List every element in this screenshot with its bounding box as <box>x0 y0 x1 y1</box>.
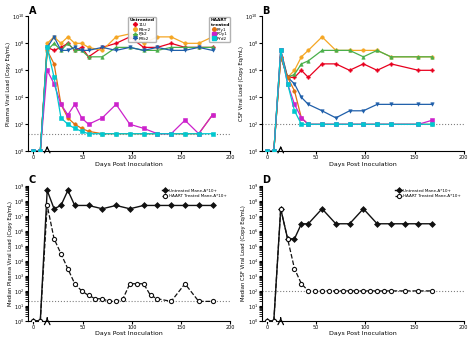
Untreated Mane-A*10+ <box>127 207 133 211</box>
Line: HAART Treated Mane-A*10+: HAART Treated Mane-A*10+ <box>31 203 215 323</box>
Untreated Mane-A*10+ <box>429 222 435 226</box>
HAART Treated Mane-A*10+ <box>79 289 84 293</box>
HAART Treated Mane-A*10+ <box>148 293 154 298</box>
HAART Treated Mane-A*10+ <box>155 297 160 301</box>
Untreated Mane-A*10+ <box>264 319 270 323</box>
HAART Treated Mane-A*10+ <box>299 282 304 286</box>
X-axis label: Days Post Inoculation: Days Post Inoculation <box>95 162 163 167</box>
Untreated Mane-A*10+ <box>182 203 188 208</box>
HAART Treated Mane-A*10+ <box>402 289 408 293</box>
Untreated Mane-A*10+ <box>100 207 105 211</box>
Untreated Mane-A*10+ <box>37 319 43 323</box>
HAART Treated Mane-A*10+ <box>292 267 297 271</box>
Untreated Mane-A*10+ <box>305 222 311 226</box>
HAART Treated Mane-A*10+ <box>106 299 112 303</box>
HAART Treated Mane-A*10+ <box>347 289 353 293</box>
HAART Treated Mane-A*10+ <box>100 297 105 301</box>
HAART Treated Mane-A*10+ <box>416 289 421 293</box>
X-axis label: Days Post Inoculation: Days Post Inoculation <box>329 162 397 167</box>
HAART Treated Mane-A*10+ <box>65 267 71 271</box>
HAART Treated Mane-A*10+ <box>196 299 201 303</box>
HAART Treated Mane-A*10+ <box>340 289 346 293</box>
Text: A: A <box>28 5 36 15</box>
Text: B: B <box>262 5 269 15</box>
Y-axis label: Median Plasma Viral Load (Copy Eq/mL): Median Plasma Viral Load (Copy Eq/mL) <box>8 201 13 306</box>
X-axis label: Days Post Inoculation: Days Post Inoculation <box>329 331 397 337</box>
HAART Treated Mane-A*10+ <box>72 282 78 286</box>
Untreated Mane-A*10+ <box>141 203 146 208</box>
Untreated Mane-A*10+ <box>319 207 325 211</box>
HAART Treated Mane-A*10+ <box>381 289 387 293</box>
Untreated Mane-A*10+ <box>72 203 78 208</box>
Untreated Mane-A*10+ <box>45 188 50 193</box>
Untreated Mane-A*10+ <box>347 222 353 226</box>
HAART Treated Mane-A*10+ <box>361 289 366 293</box>
Untreated Mane-A*10+ <box>388 222 394 226</box>
HAART Treated Mane-A*10+ <box>45 203 50 208</box>
Line: HAART Treated Mane-A*10+: HAART Treated Mane-A*10+ <box>265 207 434 323</box>
HAART Treated Mane-A*10+ <box>210 299 215 303</box>
HAART Treated Mane-A*10+ <box>86 293 91 298</box>
Untreated Mane-A*10+ <box>86 203 91 208</box>
HAART Treated Mane-A*10+ <box>37 319 43 323</box>
HAART Treated Mane-A*10+ <box>120 297 126 301</box>
Untreated Mane-A*10+ <box>168 203 174 208</box>
HAART Treated Mane-A*10+ <box>271 319 277 323</box>
Line: Untreated Mane-A*10+: Untreated Mane-A*10+ <box>31 188 215 323</box>
Untreated Mane-A*10+ <box>113 203 119 208</box>
HAART Treated Mane-A*10+ <box>51 237 57 241</box>
Untreated Mane-A*10+ <box>299 222 304 226</box>
HAART Treated Mane-A*10+ <box>30 319 36 323</box>
HAART Treated Mane-A*10+ <box>326 289 332 293</box>
Untreated Mane-A*10+ <box>196 203 201 208</box>
HAART Treated Mane-A*10+ <box>312 289 318 293</box>
HAART Treated Mane-A*10+ <box>429 289 435 293</box>
HAART Treated Mane-A*10+ <box>319 289 325 293</box>
HAART Treated Mane-A*10+ <box>388 289 394 293</box>
Untreated Mane-A*10+ <box>278 207 283 211</box>
Y-axis label: Plasma Viral Load (Copy Eq/mL): Plasma Viral Load (Copy Eq/mL) <box>6 42 10 126</box>
HAART Treated Mane-A*10+ <box>182 282 188 286</box>
HAART Treated Mane-A*10+ <box>264 319 270 323</box>
HAART Treated Mane-A*10+ <box>134 282 139 286</box>
HAART Treated Mane-A*10+ <box>367 289 373 293</box>
Text: C: C <box>28 175 36 185</box>
HAART Treated Mane-A*10+ <box>278 207 283 211</box>
HAART Treated Mane-A*10+ <box>305 289 311 293</box>
Untreated Mane-A*10+ <box>30 319 36 323</box>
Untreated Mane-A*10+ <box>374 222 380 226</box>
Untreated Mane-A*10+ <box>51 207 57 211</box>
HAART Treated Mane-A*10+ <box>92 297 98 301</box>
HAART Treated Mane-A*10+ <box>58 252 64 256</box>
HAART Treated Mane-A*10+ <box>374 289 380 293</box>
Text: D: D <box>262 175 270 185</box>
Legend: PFy1, POy1, PYd2: PFy1, POy1, PYd2 <box>210 17 230 42</box>
X-axis label: Days Post Inoculation: Days Post Inoculation <box>95 331 163 337</box>
Y-axis label: CSF Viral Load (Copy Eq/mL): CSF Viral Load (Copy Eq/mL) <box>239 46 244 121</box>
HAART Treated Mane-A*10+ <box>113 299 119 303</box>
Legend: Untreated Mane-A*10+, HAART Treated Mane-A*10+: Untreated Mane-A*10+, HAART Treated Mane… <box>395 188 462 199</box>
HAART Treated Mane-A*10+ <box>285 237 291 241</box>
HAART Treated Mane-A*10+ <box>333 289 338 293</box>
Legend: Untreated Mane-A*10+, HAART Treated Mane-A*10+: Untreated Mane-A*10+, HAART Treated Mane… <box>161 188 228 199</box>
Line: Untreated Mane-A*10+: Untreated Mane-A*10+ <box>265 207 434 323</box>
Untreated Mane-A*10+ <box>65 188 71 193</box>
Untreated Mane-A*10+ <box>155 203 160 208</box>
Untreated Mane-A*10+ <box>361 207 366 211</box>
Untreated Mane-A*10+ <box>402 222 408 226</box>
Untreated Mane-A*10+ <box>58 203 64 208</box>
Y-axis label: Median CSF Viral Load (Copy Eq/mL): Median CSF Viral Load (Copy Eq/mL) <box>241 206 246 301</box>
Untreated Mane-A*10+ <box>292 237 297 241</box>
Untreated Mane-A*10+ <box>210 203 215 208</box>
Untreated Mane-A*10+ <box>271 319 277 323</box>
Untreated Mane-A*10+ <box>285 237 291 241</box>
HAART Treated Mane-A*10+ <box>354 289 359 293</box>
HAART Treated Mane-A*10+ <box>127 282 133 286</box>
HAART Treated Mane-A*10+ <box>141 282 146 286</box>
Untreated Mane-A*10+ <box>333 222 338 226</box>
HAART Treated Mane-A*10+ <box>168 299 174 303</box>
Untreated Mane-A*10+ <box>416 222 421 226</box>
